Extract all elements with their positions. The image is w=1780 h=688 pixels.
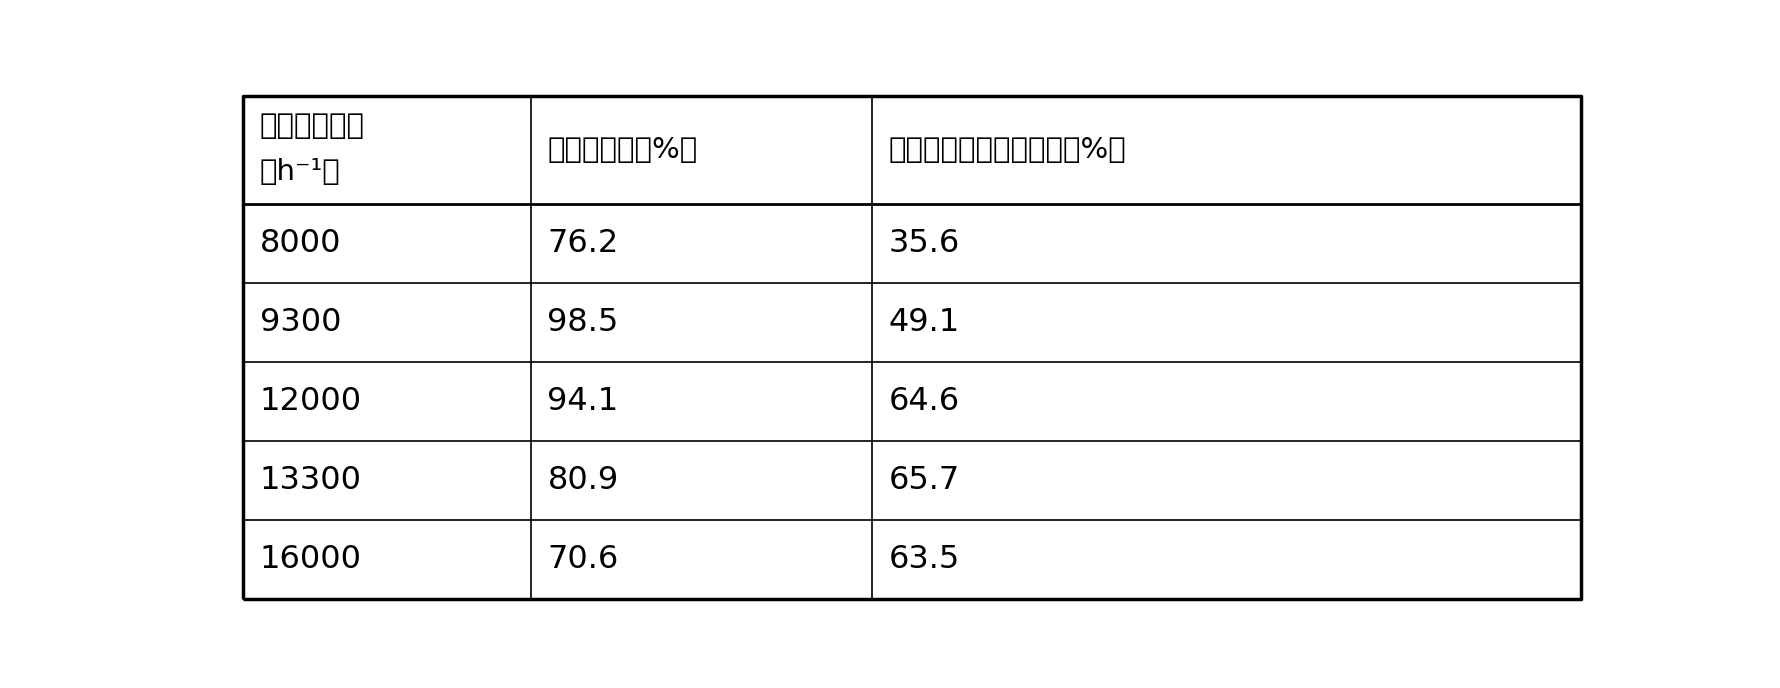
Text: 80.9: 80.9 <box>548 465 619 496</box>
Text: 70.6: 70.6 <box>548 544 619 575</box>
Text: 76.2: 76.2 <box>548 228 619 259</box>
Text: 甲氧基乙酸甲酯选择性（%）: 甲氧基乙酸甲酯选择性（%） <box>888 136 1127 164</box>
Text: 63.5: 63.5 <box>888 544 959 575</box>
Text: 94.1: 94.1 <box>548 386 619 417</box>
Text: 9300: 9300 <box>260 307 342 338</box>
Text: 98.5: 98.5 <box>548 307 619 338</box>
Text: （h⁻¹）: （h⁻¹） <box>260 158 340 186</box>
Text: 65.7: 65.7 <box>888 465 959 496</box>
Text: 35.6: 35.6 <box>888 228 959 259</box>
Text: 8000: 8000 <box>260 228 342 259</box>
Text: 甲醛转化率（%）: 甲醛转化率（%） <box>548 136 698 164</box>
Text: 一氧化碳空速: 一氧化碳空速 <box>260 112 365 140</box>
Text: 64.6: 64.6 <box>888 386 959 417</box>
Text: 16000: 16000 <box>260 544 361 575</box>
Text: 12000: 12000 <box>260 386 361 417</box>
Text: 49.1: 49.1 <box>888 307 959 338</box>
Text: 13300: 13300 <box>260 465 361 496</box>
